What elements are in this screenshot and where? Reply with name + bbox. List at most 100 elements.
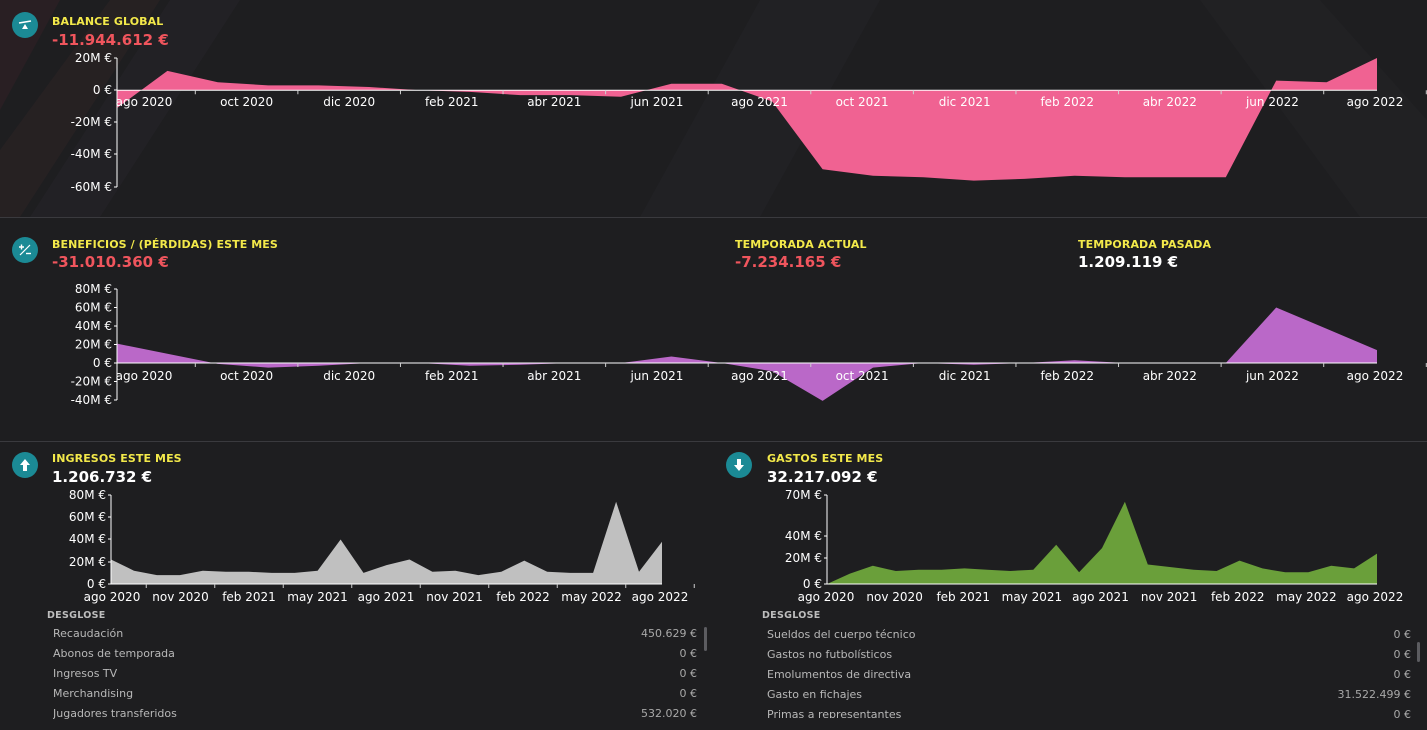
x-tick-label: nov 2020 (152, 590, 208, 604)
y-tick-label: -40M € (71, 393, 112, 407)
income-breakdown-value: 0 € (679, 667, 698, 680)
current-season-title: TEMPORADA ACTUAL (735, 238, 867, 251)
income-breakdown-label: Ingresos TV (53, 667, 118, 680)
scale-icon (12, 12, 38, 38)
x-tick-label: abr 2021 (527, 369, 581, 383)
x-tick-label: may 2022 (561, 590, 622, 604)
x-tick-label: jun 2021 (629, 95, 683, 109)
expenses-breakdown-value: 31.522.499 € (1337, 688, 1411, 701)
balance-section: BALANCE GLOBAL -11.944.612 € 20M € 0 € -20… (0, 0, 1427, 217)
y-tick-label: -60M € (71, 180, 112, 194)
expenses-breakdown-row: Sueldos del cuerpo técnico 0 € (767, 628, 1411, 648)
x-tick-label: nov 2021 (1141, 590, 1197, 604)
income-breakdown-value: 0 € (679, 687, 698, 700)
plus-minus-icon (12, 237, 38, 263)
income-breakdown-label: Merchandising (53, 687, 134, 700)
expenses-breakdown-label: Sueldos del cuerpo técnico (767, 628, 916, 641)
profit-title: BENEFICIOS / (PÉRDIDAS) ESTE MES (52, 238, 278, 251)
y-tick-label: 0 € (87, 577, 106, 591)
x-tick-label: ago 2021 (731, 369, 788, 383)
income-chart: 80M € 60M € 40M € 20M € 0 €ago 2020 nov 2020 f… (69, 488, 695, 604)
y-tick-label: 80M € (69, 488, 106, 502)
x-tick-label: oct 2020 (220, 95, 273, 109)
expenses-breakdown-list[interactable]: Sueldos del cuerpo técnico 0 € Gastos no f… (767, 628, 1411, 718)
income-title: INGRESOS ESTE MES (52, 452, 182, 465)
x-tick-label: jun 2022 (1245, 95, 1299, 109)
last-season-value: 1.209.119 € (1078, 253, 1179, 271)
profit-chart: 80M € 60M € 40M € 20M € 0 € -20M € -40M € ago 2… (71, 282, 1427, 407)
x-tick-label: feb 2022 (1040, 369, 1094, 383)
income-breakdown-value: 450.629 € (641, 627, 697, 640)
x-tick-label: ago 2022 (1347, 590, 1404, 604)
series-area (111, 501, 662, 584)
y-tick-label: 40M € (75, 319, 112, 333)
x-tick-label: dic 2020 (323, 95, 375, 109)
income-breakdown-row: Merchandising 0 € (53, 687, 697, 707)
x-tick-label: nov 2021 (426, 590, 482, 604)
expenses-breakdown-title: DESGLOSE (762, 610, 821, 621)
x-tick-label: feb 2022 (496, 590, 550, 604)
y-tick-label: -20M € (71, 375, 112, 389)
x-tick-label: ago 2020 (798, 590, 855, 604)
y-tick-label: 0 € (803, 577, 822, 591)
income-breakdown-value: 532.020 € (641, 707, 697, 719)
expenses-breakdown-value: 0 € (1393, 668, 1412, 681)
expenses-value: 32.217.092 € (767, 468, 878, 486)
series-area (827, 501, 1377, 584)
series-area (117, 58, 1377, 181)
x-tick-label: abr 2022 (1143, 369, 1197, 383)
balance-value: -11.944.612 € (52, 31, 169, 49)
series-area (117, 307, 1377, 401)
expenses-breakdown-label: Gasto en fichajes (767, 688, 863, 701)
y-tick-label: 0 € (93, 83, 112, 97)
last-season-title: TEMPORADA PASADA (1078, 238, 1212, 251)
x-tick-label: ago 2022 (1347, 369, 1404, 383)
income-section: INGRESOS ESTE MES 1.206.732 € 80M € 60M €… (0, 442, 713, 730)
arrow-down-icon (726, 452, 752, 478)
y-tick-label: 20M € (75, 338, 112, 352)
y-tick-label: 20M € (69, 555, 106, 569)
income-breakdown-value: 0 € (679, 647, 698, 660)
balance-chart: 20M € 0 € -20M € -40M € -60M € ago 2020 oct 20… (71, 51, 1427, 194)
income-breakdown-row: Abonos de temporada 0 € (53, 647, 697, 667)
background-decoration (0, 0, 1427, 217)
expenses-breakdown-value: 0 € (1393, 648, 1412, 661)
x-tick-label: dic 2020 (323, 369, 375, 383)
balance-title: BALANCE GLOBAL (52, 15, 164, 28)
x-tick-label: abr 2022 (1143, 95, 1197, 109)
section-divider (0, 217, 1427, 218)
expenses-title: GASTOS ESTE MES (767, 452, 884, 465)
current-season-value: -7.234.165 € (735, 253, 842, 271)
x-tick-label: ago 2021 (358, 590, 415, 604)
x-tick-label: dic 2021 (939, 369, 991, 383)
y-tick-label: -40M € (71, 147, 112, 161)
expenses-breakdown-label: Gastos no futbolísticos (767, 648, 893, 661)
expenses-section: GASTOS ESTE MES 32.217.092 € 70M € 40M € 2… (714, 442, 1427, 730)
expenses-breakdown-value: 0 € (1393, 708, 1412, 718)
x-tick-label: dic 2021 (939, 95, 991, 109)
x-tick-label: oct 2021 (836, 95, 889, 109)
x-tick-label: ago 2021 (731, 95, 788, 109)
y-tick-label: 40M € (69, 532, 106, 546)
expenses-breakdown-row: Gastos no futbolísticos 0 € (767, 648, 1411, 668)
income-value: 1.206.732 € (52, 468, 153, 486)
x-tick-label: feb 2022 (1211, 590, 1265, 604)
expenses-breakdown-value: 0 € (1393, 628, 1412, 641)
x-tick-label: jun 2021 (629, 369, 683, 383)
x-tick-label: oct 2020 (220, 369, 273, 383)
y-tick-label: 20M € (785, 551, 822, 565)
y-tick-label: -20M € (71, 115, 112, 129)
income-breakdown-list[interactable]: Recaudación 450.629 € Abonos de temporada 0… (53, 627, 697, 719)
section-divider (0, 441, 1427, 442)
y-tick-label: 0 € (93, 356, 112, 370)
x-tick-label: jun 2022 (1245, 369, 1299, 383)
x-tick-label: feb 2021 (425, 369, 479, 383)
y-tick-label: 80M € (75, 282, 112, 296)
x-tick-label: ago 2022 (1347, 95, 1404, 109)
y-tick-label: 60M € (75, 301, 112, 315)
y-tick-label: 20M € (75, 51, 112, 65)
expenses-breakdown-scrollbar[interactable] (1417, 642, 1420, 662)
expenses-breakdown-label: Primas a representantes (767, 708, 902, 718)
income-breakdown-scrollbar[interactable] (704, 627, 707, 651)
x-tick-label: feb 2021 (936, 590, 990, 604)
